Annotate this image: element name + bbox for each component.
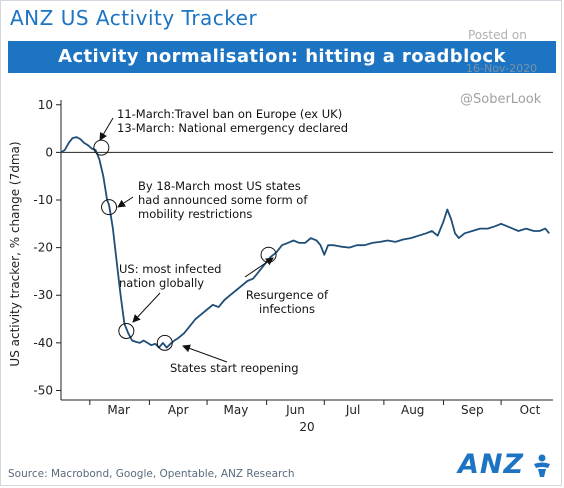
ann-reopen-line: States start reopening	[170, 361, 299, 375]
y-tick-label: -30	[33, 288, 53, 302]
x-tick-label: May	[223, 403, 248, 417]
x-tick-label: Oct	[520, 403, 541, 417]
x-tick-label: Apr	[168, 403, 189, 417]
chart-banner: Activity normalisation: hitting a roadbl…	[8, 41, 556, 73]
markers-group	[93, 139, 277, 351]
watermark-posted: Posted on	[468, 28, 527, 42]
ann-resurgence: Resurgence of infections	[246, 288, 329, 316]
y-tick-label: -40	[33, 336, 53, 350]
ann-resurgence-line: infections	[259, 302, 315, 316]
x-tick-label: Jun	[285, 403, 305, 417]
ann-reopen: States start reopening	[170, 361, 299, 375]
y-tick-label: -20	[33, 241, 53, 255]
y-tick-label: -50	[33, 383, 53, 397]
annotations-group: 11-March:Travel ban on Europe (ex UK) 13-…	[99, 107, 348, 375]
event-marker	[156, 334, 173, 351]
y-tick-label: 10	[38, 98, 53, 112]
ann-states-line: mobility restrictions	[138, 207, 252, 221]
watermark-date: 16-Nov-2020	[466, 62, 538, 75]
ann-infected-line: nation globally	[119, 276, 204, 290]
source-note: Source: Macrobond, Google, Opentable, AN…	[8, 468, 295, 480]
ann-travel: 11-March:Travel ban on Europe (ex UK) 13-…	[117, 107, 348, 135]
ann-states: By 18-March most US states had announced …	[138, 179, 308, 221]
ann-infected-line: US: most infected	[119, 262, 221, 276]
x-tick-label: Sep	[461, 403, 484, 417]
watermark-handle: @SoberLook	[460, 92, 542, 107]
y-axis-label: US activity tracker, % change (7dma)	[8, 141, 22, 366]
annotation-arrow	[182, 344, 228, 363]
logo-wordmark: ANZ	[458, 449, 525, 480]
x-tick-label: Mar	[107, 403, 130, 417]
event-marker	[101, 199, 118, 216]
x-tick-label: Aug	[401, 403, 424, 417]
ann-travel-line: 13-March: National emergency declared	[117, 121, 348, 135]
ann-infected: US: most infected nation globally	[119, 262, 221, 290]
y-tick-label: -10	[33, 193, 53, 207]
x-tick-label: Jul	[345, 403, 360, 417]
annotation-arrow	[99, 117, 114, 141]
ann-states-line: had announced some form of	[138, 193, 308, 207]
page-title: ANZ US Activity Tracker	[10, 6, 258, 30]
event-marker	[118, 322, 135, 339]
logo-figure-icon	[534, 454, 550, 477]
y-tick-label: 0	[45, 145, 53, 159]
ann-states-line: By 18-March most US states	[138, 179, 301, 193]
x-axis-label: 20	[299, 420, 314, 434]
ann-travel-line: 11-March:Travel ban on Europe (ex UK)	[117, 107, 342, 121]
series-line	[60, 136, 550, 349]
series-group	[60, 136, 550, 349]
annotation-arrow	[117, 196, 134, 208]
anz-logo: ANZ	[458, 449, 556, 481]
annotation-arrow	[244, 257, 274, 278]
ann-resurgence-line: Resurgence of	[246, 288, 329, 302]
annotation-arrow	[132, 292, 161, 323]
axes-group: 10 0 -10 -20 -30 -40 -50 US activity tracker, %…	[8, 98, 553, 434]
